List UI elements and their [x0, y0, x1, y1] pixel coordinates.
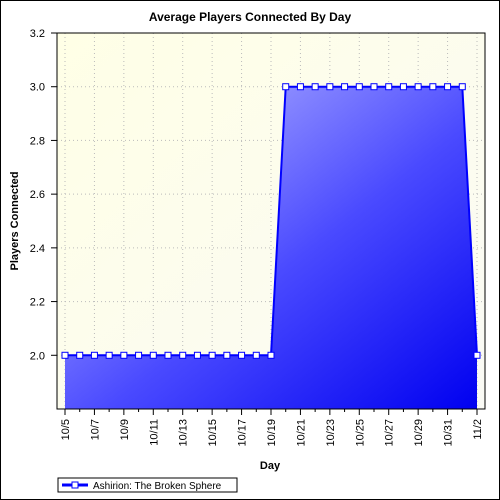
x-tick-label: 11/2: [472, 419, 484, 440]
marker: [385, 83, 393, 91]
marker: [120, 351, 128, 359]
marker: [135, 351, 143, 359]
marker: [105, 351, 113, 359]
y-tick-label: 3.2: [30, 28, 45, 40]
area: [65, 86, 477, 409]
x-tick-label: 10/27: [384, 419, 396, 447]
y-tick-label: 2.6: [30, 189, 45, 201]
x-tick-label: 10/17: [237, 419, 249, 447]
marker: [76, 351, 84, 359]
y-tick-label: 2.4: [30, 243, 45, 255]
marker: [458, 83, 466, 91]
legend-label: Ashirion: The Broken Sphere: [93, 481, 222, 492]
marker: [282, 83, 290, 91]
y-tick-label: 2.2: [30, 297, 45, 309]
marker: [61, 351, 69, 359]
x-tick-label: 10/31: [443, 419, 455, 447]
marker: [355, 83, 363, 91]
x-tick-label: 10/13: [178, 419, 190, 447]
marker: [429, 83, 437, 91]
x-tick-label: 10/5: [60, 419, 72, 440]
marker: [414, 83, 422, 91]
y-tick-label: 3.0: [30, 82, 45, 94]
marker: [399, 83, 407, 91]
marker: [164, 351, 172, 359]
marker: [238, 351, 246, 359]
marker: [370, 83, 378, 91]
marker: [444, 83, 452, 91]
marker: [473, 351, 481, 359]
marker: [252, 351, 260, 359]
marker: [90, 351, 98, 359]
x-tick-label: 10/11: [148, 419, 160, 446]
marker: [341, 83, 349, 91]
y-axis-label: Players Connected: [9, 171, 21, 270]
y-tick-label: 2.0: [30, 350, 45, 362]
marker: [208, 351, 216, 359]
marker: [311, 83, 319, 91]
x-tick-label: 10/7: [89, 419, 101, 440]
x-tick-label: 10/15: [207, 419, 219, 447]
legend: [57, 477, 238, 493]
marker: [223, 351, 231, 359]
marker: [193, 351, 201, 359]
x-tick-label: 10/23: [325, 419, 337, 447]
y-tick-label: 2.8: [30, 135, 45, 147]
chart-title: Average Players Connected By Day: [149, 10, 352, 24]
x-tick-label: 10/25: [354, 419, 366, 447]
x-tick-label: 10/29: [413, 419, 425, 447]
x-tick-label: 10/19: [266, 419, 278, 447]
x-tick-label: 10/9: [119, 419, 131, 440]
marker: [179, 351, 187, 359]
marker: [326, 83, 334, 91]
marker: [267, 351, 275, 359]
legend-marker: [71, 481, 79, 489]
x-axis-label: Day: [260, 460, 281, 472]
x-tick-label: 10/21: [295, 419, 307, 447]
marker: [296, 83, 304, 91]
marker: [149, 351, 157, 359]
